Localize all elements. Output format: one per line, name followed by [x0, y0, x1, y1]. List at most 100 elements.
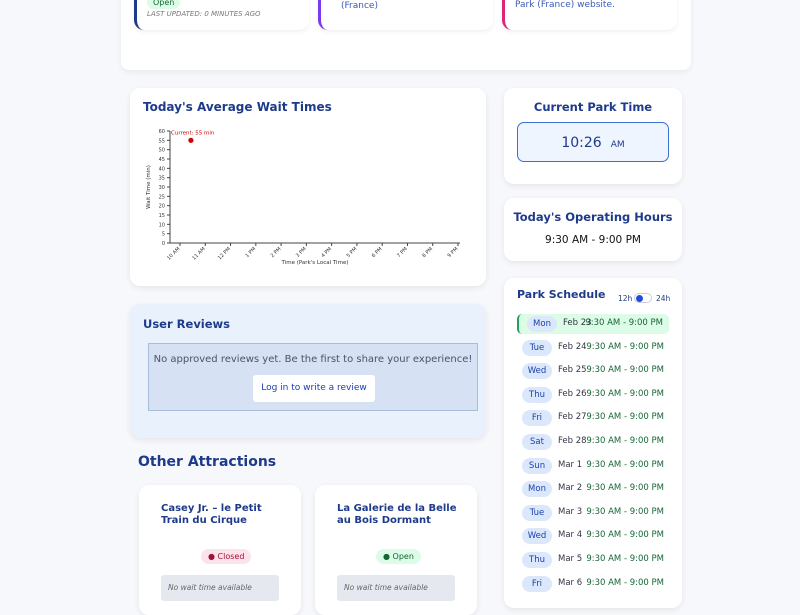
schedule-date: Mar 5: [558, 554, 583, 564]
website-link[interactable]: Park (France) website.: [515, 0, 615, 10]
park-schedule-card: Park Schedule 12h 24h Mon Feb 23 9:30 AM -…: [504, 278, 682, 608]
schedule-day: Mon: [527, 316, 557, 332]
schedule-hours: 9:30 AM - 9:00 PM: [586, 388, 664, 399]
y-tick-label: 30: [159, 185, 165, 191]
schedule-row: Wed Feb 25 9:30 AM - 9:00 PM: [514, 361, 670, 381]
y-tick-label: 20: [159, 204, 165, 210]
x-tick-label: 7 PM: [396, 246, 409, 259]
schedule-title: Park Schedule: [517, 288, 606, 301]
data-point: [188, 137, 194, 143]
schedule-date: Mar 6: [558, 577, 583, 588]
schedule-hours: 9:30 AM - 9:00 PM: [586, 554, 664, 564]
time-value: 10:26: [561, 135, 602, 151]
attraction-card[interactable]: La Galerie de la Belle au Bois Dormant ●…: [315, 485, 477, 615]
schedule-hours: 9:30 AM - 9:00 PM: [586, 530, 664, 541]
schedule-date: Mar 4: [558, 530, 583, 541]
hours-title: Today's Operating Hours: [513, 210, 673, 224]
schedule-date: Feb 26: [558, 388, 587, 399]
reviews-empty-text: No approved reviews yet. Be the first to…: [153, 354, 473, 365]
status-card: Open LAST UPDATED: 0 MINUTES AGO: [134, 0, 309, 30]
y-tick-label: 35: [159, 176, 165, 182]
schedule-row: Sun Mar 1 9:30 AM - 9:00 PM: [514, 456, 670, 476]
schedule-day: Sun: [522, 457, 552, 474]
schedule-row: Tue Mar 3 9:30 AM - 9:00 PM: [514, 503, 670, 523]
y-axis-label: Wait Time (min): [146, 165, 152, 209]
schedule-date: Feb 27: [558, 412, 587, 423]
toggle-24h-label: 24h: [656, 294, 671, 303]
schedule-hours: 9:30 AM - 9:00 PM: [586, 341, 664, 352]
schedule-date: Feb 28: [558, 436, 587, 446]
schedule-row: Sat Feb 28 9:30 AM - 9:00 PM: [514, 432, 670, 452]
schedule-row: Tue Feb 24 9:30 AM - 9:00 PM: [514, 338, 670, 358]
last-updated: LAST UPDATED: 0 MINUTES AGO: [147, 10, 261, 18]
toggle-12h-label: 12h: [618, 294, 633, 303]
schedule-date: Mar 1: [558, 459, 583, 470]
attraction-card[interactable]: Casey Jr. – le Petit Train du Cirque ● C…: [139, 485, 301, 615]
y-tick-label: 55: [159, 138, 165, 144]
y-tick-label: 45: [159, 157, 165, 163]
wait-times-card: Today's Average Wait Times 0 5 10 15 20 25 30 3…: [130, 88, 486, 286]
website-card: Park (France) website.: [502, 0, 677, 30]
y-tick-label: 25: [159, 194, 165, 200]
schedule-row: Fri Feb 27 9:30 AM - 9:00 PM: [514, 408, 670, 428]
y-tick-label: 60: [159, 129, 165, 135]
reviews-title: User Reviews: [143, 317, 231, 331]
wait-time-chart: 0 5 10 15 20 25 30 35 40 45 50 55 60 10 AM 11 AM 12 PM 1…: [146, 129, 460, 266]
x-tick-label: 11 AM: [191, 246, 206, 261]
time-format-toggle[interactable]: [634, 293, 652, 303]
y-tick-label: 40: [159, 166, 165, 172]
y-tick-label: 15: [159, 213, 165, 219]
x-axis-label: Time (Park's Local Time): [281, 260, 349, 266]
attraction-name: La Galerie de la Belle au Bois Dormant: [337, 503, 457, 526]
schedule-day: Thu: [522, 386, 552, 403]
schedule-day: Tue: [522, 339, 552, 356]
status-text: Closed: [217, 552, 245, 561]
attraction-status-badge: ● Open: [376, 549, 421, 564]
y-tick-label: 10: [159, 222, 165, 228]
schedule-hours: 9:30 AM - 9:00 PM: [586, 483, 664, 494]
reviews-empty-box: No approved reviews yet. Be the first to…: [148, 343, 478, 411]
status-badge: Open: [147, 0, 181, 9]
schedule-hours: 9:30 AM - 9:00 PM: [586, 365, 664, 376]
info-text: (France): [341, 1, 378, 11]
schedule-hours: 9:30 AM - 9:00 PM: [585, 318, 663, 328]
schedule-date: Feb 23: [563, 318, 592, 328]
schedule-hours: 9:30 AM - 9:00 PM: [586, 577, 664, 588]
schedule-date: Feb 24: [558, 341, 587, 352]
wait-time-box: No wait time available: [161, 575, 279, 601]
schedule-date: Mar 2: [558, 483, 583, 494]
operating-hours-card: Today's Operating Hours 9:30 AM - 9:00 P…: [504, 198, 682, 261]
park-time-display: 10:26 AM: [517, 122, 669, 162]
wait-times-title: Today's Average Wait Times: [143, 100, 332, 114]
x-tick-label: 5 PM: [346, 246, 359, 259]
time-ampm: AM: [610, 140, 625, 150]
y-tick-label: 5: [162, 232, 165, 238]
schedule-day: Sat: [522, 434, 552, 450]
data-point-label: Current: 55 min: [171, 130, 215, 136]
schedule-hours: 9:30 AM - 9:00 PM: [586, 412, 664, 423]
hours-value: 9:30 AM - 9:00 PM: [545, 234, 641, 246]
schedule-day: Tue: [522, 504, 552, 521]
schedule-hours: 9:30 AM - 9:00 PM: [586, 459, 664, 470]
info-card: (France): [318, 0, 493, 30]
schedule-day: Wed: [522, 528, 552, 545]
schedule-day: Mon: [522, 481, 552, 498]
park-time-card: Current Park Time 10:26 AM: [504, 88, 682, 184]
schedule-row: Thu Mar 5 9:30 AM - 9:00 PM: [514, 550, 670, 570]
x-tick-label: 9 PM: [447, 246, 460, 259]
x-tick-label: 12 PM: [217, 246, 232, 261]
park-time-title: Current Park Time: [533, 100, 653, 114]
other-attractions-title: Other Attractions: [138, 454, 277, 470]
x-tick-label: 6 PM: [371, 246, 384, 259]
schedule-day: Wed: [522, 363, 552, 380]
x-tick-label: 3 PM: [295, 246, 308, 259]
y-tick-label: 50: [159, 148, 165, 154]
attraction-name: Casey Jr. – le Petit Train du Cirque: [161, 503, 262, 526]
y-tick-label: 0: [162, 241, 165, 247]
x-tick-label: 4 PM: [320, 246, 333, 259]
login-to-review-button[interactable]: Log in to write a review: [253, 375, 375, 402]
schedule-day: Thu: [522, 552, 552, 568]
reviews-card: User Reviews No approved reviews yet. Be…: [130, 304, 486, 438]
schedule-row: Fri Mar 6 9:30 AM - 9:00 PM: [514, 574, 670, 594]
x-tick-label: 10 AM: [166, 246, 181, 261]
